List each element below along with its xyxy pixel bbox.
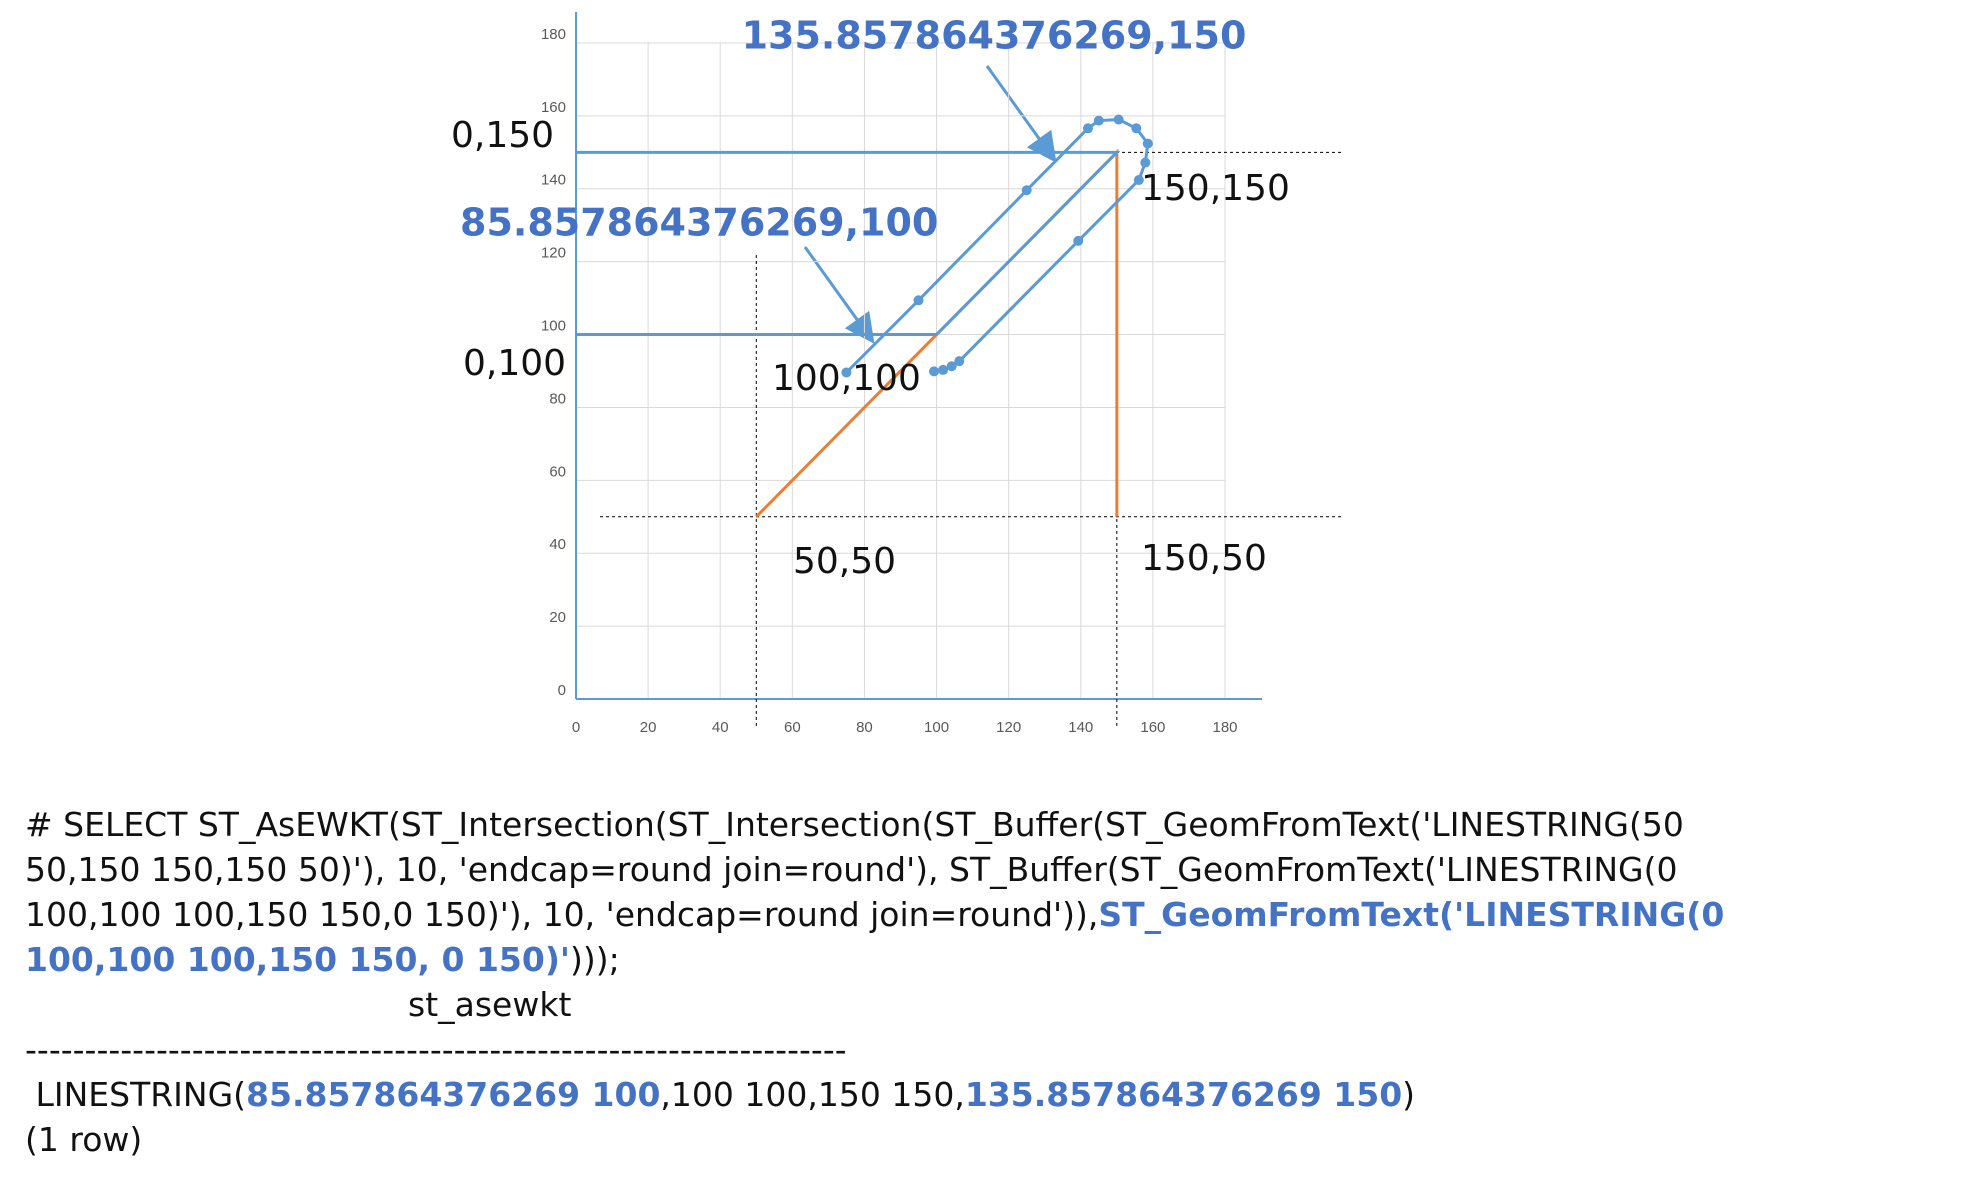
annotation: 0,150	[451, 115, 554, 156]
query-line: 50,150 150,150 50)'), 10, 'endcap=round …	[25, 847, 1724, 892]
column-header: st_asewkt	[25, 982, 1724, 1027]
y-tick-label: 0	[558, 682, 566, 699]
x-tick-label: 140	[1068, 719, 1093, 736]
x-tick-label: 180	[1212, 719, 1237, 736]
text: ----------------------------------------…	[25, 1030, 847, 1069]
text: 85.857864376269 100	[246, 1075, 661, 1114]
y-tick-label: 120	[541, 245, 566, 262]
y-tick-label: 60	[549, 463, 566, 480]
chart: 0 20 40 60 80 100 120 140 160 180 0 20 40 60 80 100 120 1…	[451, 12, 1342, 736]
separator: ----------------------------------------…	[25, 1027, 1724, 1072]
point	[1142, 138, 1153, 149]
y-tick-label: 100	[541, 318, 566, 335]
x-tick-label: 40	[712, 719, 729, 736]
annotation: 50,50	[793, 541, 896, 582]
point	[1140, 157, 1151, 168]
x-tick-label: 100	[924, 719, 949, 736]
row-count: (1 row)	[25, 1117, 1724, 1162]
y-tick-label: 180	[541, 26, 566, 43]
point	[1113, 114, 1124, 125]
point	[946, 361, 957, 372]
y-tick-label: 140	[541, 172, 566, 189]
series-line	[576, 150, 1121, 337]
annotation: 0,100	[463, 343, 566, 384]
annotation: 150,150	[1141, 168, 1290, 209]
text: 100,100 100,150 150,0 150)'), 10, 'endca…	[25, 895, 1099, 934]
query-line: # SELECT ST_AsEWKT(ST_Intersection(ST_In…	[25, 802, 1724, 847]
text: LINESTRING(	[25, 1075, 247, 1114]
x-tick-label: 0	[572, 719, 580, 736]
result-line: LINESTRING(85.857864376269 100,100 100,1…	[25, 1072, 1724, 1117]
x-tick-label: 120	[996, 719, 1021, 736]
y-tick-label: 20	[549, 609, 566, 626]
point	[954, 356, 965, 367]
point	[938, 364, 949, 375]
text: ,100 100,150 150,	[660, 1075, 965, 1114]
arrow	[985, 65, 1057, 163]
text: )));	[570, 940, 620, 979]
y-tick-label: 160	[541, 99, 566, 116]
query-line: 100,100 100,150 150, 0 150)')));	[25, 937, 1724, 982]
y-tick-label: 40	[549, 536, 566, 553]
text: (1 row)	[25, 1120, 143, 1159]
x-tick-label: 80	[856, 719, 873, 736]
text: # SELECT ST_AsEWKT(ST_Intersection(ST_In…	[25, 805, 1684, 844]
query-line: 100,100 100,150 150,0 150)'), 10, 'endca…	[25, 892, 1724, 937]
point	[841, 367, 852, 378]
text: )	[1402, 1075, 1416, 1114]
point	[1021, 185, 1032, 196]
text: st_asewkt	[408, 985, 572, 1024]
text: 100,100 100,150 150, 0 150)'	[25, 940, 571, 979]
x-tick-label: 60	[784, 719, 801, 736]
annotation: 85.857864376269,100	[460, 201, 938, 245]
point	[1093, 115, 1104, 126]
point	[913, 295, 924, 306]
point	[929, 366, 940, 377]
plot: 0 20 40 60 80 100 120 140 160 180 0 20 40 60 80 100 120 1…	[541, 12, 1342, 736]
text: ST_GeomFromText('LINESTRING(0	[1098, 895, 1725, 934]
x-tick-label: 20	[640, 719, 657, 736]
point	[1131, 123, 1142, 134]
text: 50,150 150,150 50)'), 10, 'endcap=round …	[25, 850, 1678, 889]
arrow	[803, 246, 875, 344]
annotation: 100,100	[772, 358, 921, 399]
annotation: 150,50	[1141, 538, 1267, 579]
x-tick-label: 160	[1140, 719, 1165, 736]
point	[1133, 175, 1144, 186]
text: 135.857864376269 150	[964, 1075, 1403, 1114]
point	[1082, 123, 1093, 134]
y-tick-label: 80	[549, 390, 566, 407]
annotation: 135.857864376269,150	[742, 14, 1247, 58]
point	[1073, 235, 1084, 246]
console: # SELECT ST_AsEWKT(ST_Intersection(ST_In…	[25, 802, 1724, 1162]
